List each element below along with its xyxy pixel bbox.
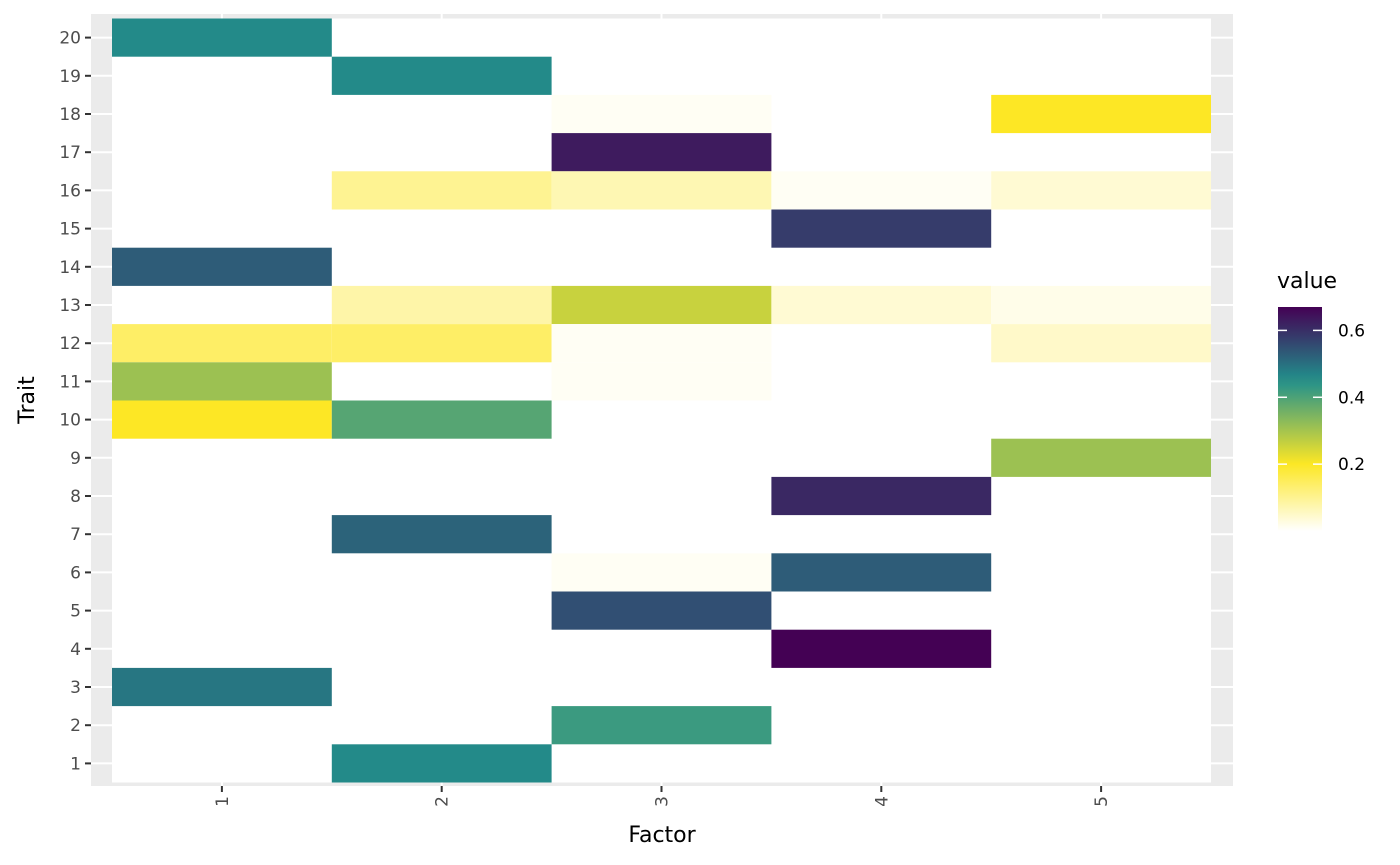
x-tick-label: 1 [213,796,233,807]
y-tick-label: 16 [59,181,81,201]
heatmap-cell [991,94,1211,134]
heatmap-cell [771,171,992,210]
heatmap-cell [551,324,772,363]
heatmap-cell [991,324,1211,363]
heatmap-cell [771,476,992,516]
x-axis: 1 2 3 4 5 [213,786,1112,807]
x-tick-label: 3 [653,796,673,807]
y-tick-label: 19 [59,67,81,87]
heatmap-cell [331,324,552,363]
heatmap-cell [991,285,1211,325]
heatmap-cell [991,438,1211,477]
heatmap-cell [771,285,992,325]
y-tick-label: 14 [59,258,81,278]
legend-tick-label: 0.4 [1338,388,1365,408]
y-tick-label: 11 [59,372,81,392]
legend-tick-label: 0.2 [1338,455,1365,475]
legend-tick-label: 0.6 [1338,321,1365,341]
x-tick-label: 5 [1092,796,1112,807]
y-tick-label: 2 [70,716,81,736]
y-tick-label: 5 [70,602,81,622]
heatmap-cell [551,133,772,172]
x-axis-title: Factor [628,823,696,848]
y-tick-label: 3 [70,678,81,698]
legend-title: value [1277,269,1337,294]
heatmap-cell [551,591,772,630]
y-axis-title: Trait [15,376,40,425]
heatmap-cell [112,247,332,286]
y-tick-label: 9 [70,449,81,469]
heatmap-cell [331,171,552,210]
heatmap-cell [551,285,772,325]
x-tick-label: 2 [433,796,453,807]
heatmap-cells [112,18,1211,783]
y-tick-label: 6 [70,563,81,583]
heatmap-cell [771,209,992,248]
heatmap-cell [331,56,552,95]
heatmap-cell [331,515,552,554]
heatmap-cell [771,629,992,668]
heatmap-cell [112,18,332,57]
y-tick-label: 18 [59,105,81,125]
heatmap-cell [991,171,1211,210]
y-tick-label: 1 [70,754,81,774]
y-tick-label: 4 [70,640,81,660]
y-tick-label: 20 [59,29,81,49]
heatmap-cell [112,400,332,439]
y-tick-label: 7 [70,525,81,545]
heatmap-cell [331,285,552,325]
y-tick-label: 8 [70,487,81,507]
y-tick-label: 12 [59,334,81,354]
y-tick-label: 10 [59,411,81,431]
heatmap-cell [551,171,772,210]
heatmap-cell [112,667,332,707]
legend-colorbar [1278,307,1322,531]
legend-ticks: 0.2 0.4 0.6 [1278,321,1365,475]
heatmap-cell [551,706,772,745]
y-tick-label: 17 [59,143,81,163]
heatmap-cell [112,362,332,401]
y-tick-label: 15 [59,220,81,240]
legend: value 0.2 0.4 0.6 [1277,269,1365,531]
heatmap-cell [551,553,772,592]
heatmap-cell [331,744,552,783]
heatmap-cell [771,553,992,592]
heatmap-cell [551,94,772,134]
x-tick-label: 4 [872,796,892,807]
heatmap-cell [331,400,552,439]
y-tick-label: 13 [59,296,81,316]
heatmap-cell [551,362,772,401]
heatmap-cell [112,324,332,363]
